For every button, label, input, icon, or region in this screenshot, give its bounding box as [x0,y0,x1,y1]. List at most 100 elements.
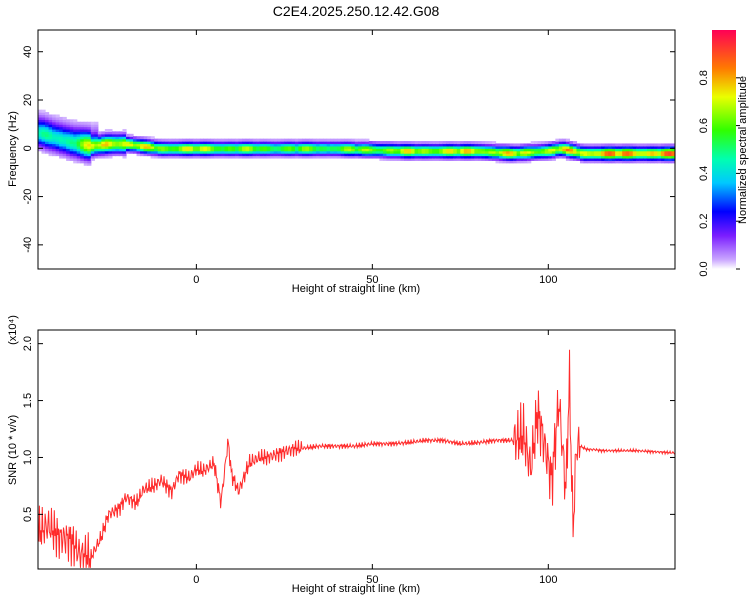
heatmap-cell [249,143,254,147]
heatmap-cell [175,143,180,147]
heatmap-cell [347,155,352,159]
heatmap-cell [587,153,592,157]
heatmap-cell [425,150,430,154]
heatmap-cell [284,155,289,159]
heatmap-cell [562,138,567,142]
heatmap-cell [203,143,208,147]
heatmap-cell [308,148,314,152]
heatmap-cell [196,155,201,159]
heatmap-cell [301,150,307,154]
heatmap-cell [379,145,384,149]
heatmap-cell [548,150,553,154]
heatmap-cell [544,155,549,159]
heatmap-cell [414,157,419,161]
heatmap-cell [611,143,616,147]
heatmap-cell [242,150,247,154]
heatmap-cell [287,155,292,159]
heatmap-cell [38,143,43,147]
heatmap-cell [516,145,521,149]
heatmap-cell [622,155,627,159]
heatmap-cell [569,141,574,145]
heatmap-cell [453,148,458,152]
heatmap-cell [453,157,458,161]
heatmap-cell [259,141,264,145]
heatmap-cell [55,116,60,120]
heatmap-cell [481,148,486,152]
heatmap-cell [579,157,585,161]
heatmap-cell [277,141,282,145]
heatmap-cell [601,155,606,159]
heatmap-cell [414,148,419,152]
heatmap-cell [221,138,226,142]
heatmap-cell [90,150,95,154]
heatmap-cell [90,157,95,161]
heatmap-cell [453,150,458,154]
heatmap-cell [52,148,57,152]
heatmap-cell [256,141,261,145]
heatmap-cell [224,143,229,147]
heatmap-cell [319,138,324,142]
heatmap-cell [615,153,620,157]
heatmap-cell [358,153,363,157]
heatmap-cell [90,145,95,149]
heatmap-cell [587,157,592,161]
heatmap-cell [499,143,504,147]
heatmap-cell [259,138,264,142]
heatmap-cell [59,136,64,140]
heatmap-cell [572,145,578,149]
heatmap-cell [133,138,138,142]
heatmap-cell [178,155,183,159]
heatmap-cell [509,150,514,154]
heatmap-cell [555,150,560,154]
heatmap-cell [62,119,67,123]
heatmap-cell [294,145,300,149]
heatmap-cell [129,150,134,154]
heatmap-cell [48,116,53,120]
heatmap-cell [587,143,592,147]
heatmap-cell [115,141,120,145]
heatmap-cell [206,138,212,142]
heatmap-cell [537,150,542,154]
heatmap-cell [80,138,85,142]
heatmap-cell [534,150,539,154]
heatmap-cell [467,150,472,154]
heatmap-cell [467,157,472,161]
heatmap-cell [178,153,183,157]
heatmap-cell [375,145,380,149]
heatmap-cell [333,148,338,152]
heatmap-cell [161,148,166,152]
heatmap-cell [164,141,169,145]
heatmap-cell [351,148,356,152]
heatmap-cell [632,143,637,147]
spectrogram-y-axis-label: Frequency (Hz) [7,111,19,187]
spectrogram-y-tick-label: 40 [22,46,34,58]
heatmap-cell [108,131,113,135]
heatmap-cell [175,155,180,159]
heatmap-cell [147,148,152,152]
heatmap-cell [76,157,81,161]
heatmap-cell [449,157,454,161]
heatmap-cell [80,153,85,157]
heatmap-cell [499,157,504,161]
heatmap-cell [442,153,447,157]
heatmap-cell [273,141,278,145]
heatmap-cell [608,143,613,147]
heatmap-cell [104,155,109,159]
heatmap-cell [530,155,535,159]
heatmap-cell [76,121,81,125]
heatmap-cell [175,150,180,154]
heatmap-cell [361,138,366,142]
heatmap-cell [108,143,113,147]
heatmap-cell [597,145,602,149]
heatmap-cell [83,126,88,130]
heatmap-cell [252,141,257,145]
heatmap-cell [323,141,328,145]
heatmap-cell [196,141,201,145]
heatmap-cell [301,143,307,147]
heatmap-cell [351,150,356,154]
heatmap-cell [344,138,349,142]
heatmap-cell [456,153,461,157]
heatmap-cell [164,153,169,157]
heatmap-cell [69,119,74,123]
heatmap-cell [456,157,461,161]
